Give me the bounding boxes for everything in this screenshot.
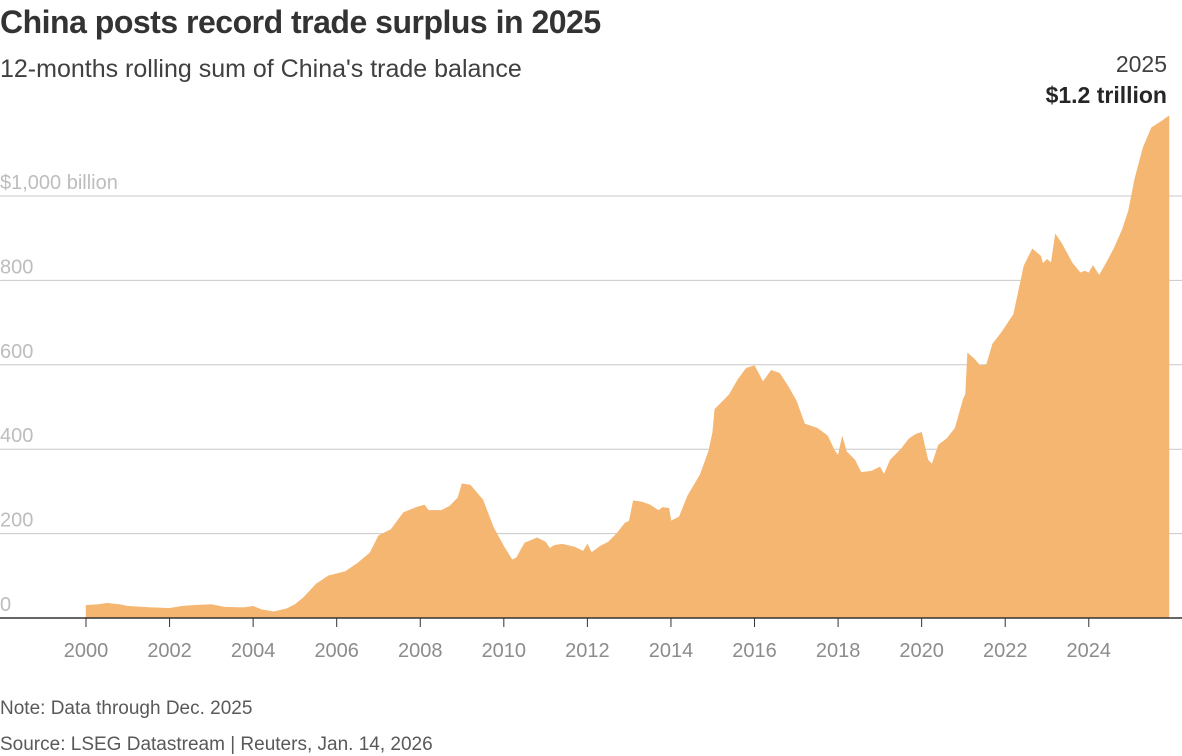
y-tick-label: 0	[0, 594, 11, 616]
x-tick-label: 2018	[816, 640, 861, 662]
y-axis-ticks: 0 200 400 600 800 $1,000 billion	[0, 172, 118, 616]
x-tick-label: 2024	[1067, 640, 1112, 662]
x-tick-label: 2020	[899, 640, 944, 662]
chart-title: China posts record trade surplus in 2025	[0, 4, 601, 40]
x-tick-label: 2000	[64, 640, 109, 662]
x-tick-label: 2010	[482, 640, 527, 662]
y-tick-label: 400	[0, 425, 33, 447]
chart-subtitle: 12-months rolling sum of China's trade b…	[0, 55, 522, 83]
y-tick-label: 800	[0, 256, 33, 278]
x-tick-label: 2002	[147, 640, 192, 662]
annotation-value: $1.2 trillion	[1046, 82, 1167, 108]
y-tick-label: $1,000 billion	[0, 172, 118, 194]
chart-note: Note: Data through Dec. 2025	[0, 698, 253, 719]
annotation-year: 2025	[1116, 51, 1167, 77]
x-tick-label: 2022	[983, 640, 1028, 662]
x-axis-ticks: 2000 2002 2004 2006 2008 2010 2012 2014 2016 2018…	[64, 618, 1111, 662]
y-tick-label: 200	[0, 510, 33, 532]
y-tick-label: 600	[0, 341, 33, 363]
x-tick-label: 2006	[314, 640, 359, 662]
x-tick-label: 2016	[732, 640, 777, 662]
x-tick-label: 2012	[565, 640, 610, 662]
trade-balance-area	[85, 115, 1170, 619]
x-tick-label: 2004	[231, 640, 276, 662]
x-tick-label: 2008	[398, 640, 443, 662]
trade-balance-chart: 0 200 400 600 800 $1,000 billion 2000 2002 2004…	[0, 51, 1182, 662]
chart-source: Source: LSEG Datastream | Reuters, Jan. …	[0, 734, 433, 755]
x-tick-label: 2014	[649, 640, 694, 662]
